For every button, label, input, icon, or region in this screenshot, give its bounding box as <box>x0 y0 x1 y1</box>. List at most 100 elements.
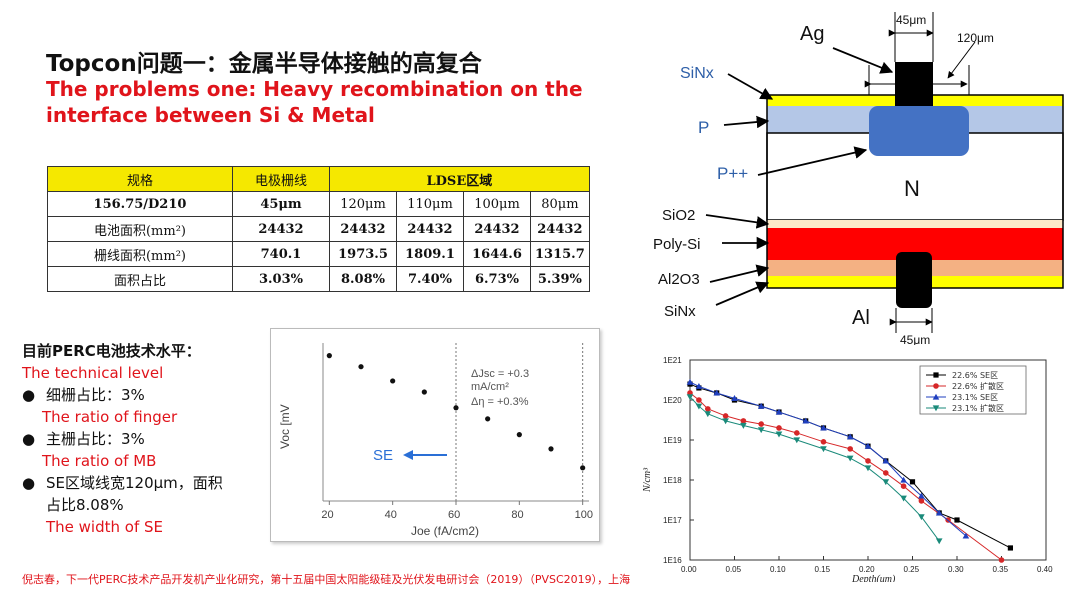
voc-data-point <box>485 416 491 422</box>
perc-heading: 目前PERC电池技术水平： <box>22 342 201 360</box>
table-cell: 80μm <box>530 191 590 217</box>
depth-data-point <box>909 479 916 485</box>
table-cell: 1973.5 <box>329 241 397 267</box>
depth-data-point <box>722 418 729 425</box>
depth-data-point <box>882 457 890 464</box>
table-cell: 1809.1 <box>396 241 464 267</box>
depth-x-tick-label: 0.05 <box>726 565 742 574</box>
depth-x-tick-label: 0.10 <box>770 565 786 574</box>
table-row: 面积占比 3.03% 8.08% 7.40% 6.73% 5.39% <box>47 266 590 292</box>
table-cell: 156.75/D210 <box>47 191 233 217</box>
reference-citation: 倪志春，下一代PERC技术产品开发机产业化研究，第十五届中国太阳能级硅及光伏发电… <box>22 573 631 586</box>
table-cell: 电池面积(mm²) <box>47 216 233 242</box>
voc-x-tick-label: 60 <box>448 509 460 521</box>
depth-data-point <box>686 378 694 385</box>
depth-y-label: N/cm³ <box>642 467 653 493</box>
depth-data-point <box>932 405 940 412</box>
table-header-cell: 规格 <box>47 166 233 192</box>
depth-series-line <box>689 392 1002 561</box>
al2o3-pointer <box>709 264 770 283</box>
depth-series <box>686 394 943 545</box>
depth-series <box>686 378 970 539</box>
voc-data-point <box>516 432 522 438</box>
voc-chart: Voc [mV Joe (fA/cm2) ΔJsc = +0.3 mA/cm² … <box>278 343 593 538</box>
depth-data-point <box>846 455 854 462</box>
table-header-cell: 电极栅线 <box>232 166 330 192</box>
depth-data-point <box>758 421 764 427</box>
perc-item-cn: SE区域线宽120μm，面积 <box>46 474 223 492</box>
table-cell: 8.08% <box>329 266 397 292</box>
table-cell: 24432 <box>232 216 330 242</box>
depth-data-point <box>864 465 872 472</box>
depth-data-point <box>820 439 827 445</box>
depth-x-tick-label: 0.35 <box>993 565 1009 574</box>
list-item: ● 主栅占比：3% <box>22 428 223 450</box>
perc-item-en: The width of SE <box>46 518 164 536</box>
depth-data-point <box>954 517 960 523</box>
dim-120: 120μm <box>957 31 994 45</box>
sinx-top-label: SiNx <box>680 65 714 82</box>
depth-data-point <box>713 389 720 396</box>
table-cell: 110μm <box>396 191 464 217</box>
voc-chart-panel: Voc [mV Joe (fA/cm2) ΔJsc = +0.3 mA/cm² … <box>270 328 600 542</box>
table-cell: 1644.6 <box>463 241 531 267</box>
depth-x-tick-label: 0.30 <box>948 565 964 574</box>
perc-item-en: The ratio of finger <box>42 408 178 426</box>
perc-item-cn: 细栅占比：3% <box>46 386 145 404</box>
list-item: ● 细栅占比：3% <box>22 384 223 406</box>
table-row: 栅线面积(mm²) 740.1 1973.5 1809.1 1644.6 131… <box>47 241 590 267</box>
voc-data-point <box>390 378 396 384</box>
al2o3-label: Al2O3 <box>658 271 700 288</box>
table-cell: 24432 <box>329 216 397 242</box>
se-label: SE <box>373 447 393 464</box>
depth-data-point <box>933 372 939 378</box>
al-electrode <box>896 252 932 308</box>
depth-data-point <box>865 458 871 464</box>
depth-data-point <box>918 514 925 521</box>
polysi-label: Poly-Si <box>653 236 701 253</box>
depth-data-point <box>776 425 782 431</box>
depth-data-point <box>864 442 872 449</box>
table-cell: 6.73% <box>463 266 531 292</box>
voc-y-label: Voc [mV <box>278 404 292 449</box>
page-subtitle: The problems one: Heavy recombination on… <box>46 77 583 127</box>
depth-x-tick-label: 0.40 <box>1037 565 1053 574</box>
table-cell: 栅线面积(mm²) <box>47 241 233 267</box>
ppp-region <box>869 106 969 156</box>
depth-y-tick-label: 1E16 <box>663 556 682 565</box>
sio2-label: SiO2 <box>662 207 695 224</box>
depth-x-tick-label: 0.20 <box>859 565 875 574</box>
depth-data-point <box>705 406 711 412</box>
table-cell: 7.40% <box>396 266 464 292</box>
sio2-layer <box>767 220 1063 228</box>
p-label: P <box>698 118 709 137</box>
depth-data-point <box>696 397 702 403</box>
depth-data-point <box>722 413 729 419</box>
depth-x-label: Depth(um) <box>851 574 896 582</box>
legend-label: 23.1% 扩散区 <box>952 403 1004 413</box>
sinx-pointer <box>727 73 774 100</box>
voc-data-point <box>421 389 427 395</box>
voc-x-tick-label: 100 <box>575 509 593 521</box>
p-pointer <box>723 115 770 129</box>
table-cell: 740.1 <box>232 241 330 267</box>
table-row: 156.75/D210 45μm 120μm 110μm 100μm 80μm <box>47 191 590 217</box>
dim-45-top: 45μm <box>896 13 926 27</box>
depth-data-point <box>793 437 801 444</box>
legend-label: 22.6% 扩散区 <box>952 381 1004 391</box>
table-cell: 45μm <box>232 191 330 217</box>
dim-pointer <box>947 41 976 79</box>
depth-y-tick-label: 1E21 <box>663 356 682 365</box>
cell-cross-section-diagram: Ag 45μm 120μm SiNx P P++ N SiO2 Poly-Si … <box>653 12 1064 345</box>
bullet-icon: ● <box>22 430 36 448</box>
sinx-bottom-pointer <box>715 281 770 306</box>
ppp-pointer <box>757 146 868 176</box>
depth-y-tick-label: 1E19 <box>663 436 682 445</box>
voc-annotation-2: mA/cm² <box>471 381 509 393</box>
voc-x-label: Joe (fA/cm2) <box>411 524 479 538</box>
depth-y-tick-label: 1E17 <box>663 516 682 525</box>
depth-data-point <box>704 411 712 418</box>
spec-table: 规格 电极栅线 LDSE区域 156.75/D210 45μm 120μm 11… <box>47 166 590 292</box>
se-arrow-icon <box>403 450 447 460</box>
depth-data-point <box>882 479 890 486</box>
